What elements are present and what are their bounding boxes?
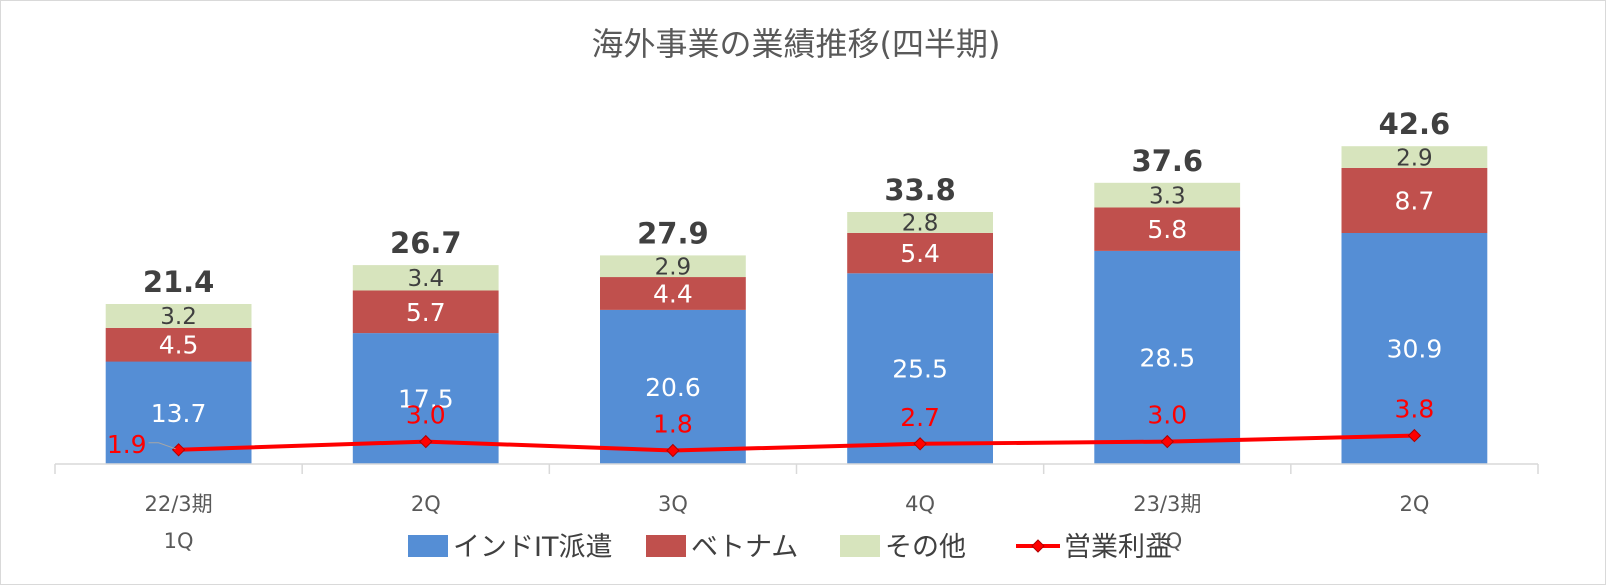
x-tick-label: 22/3期 1Q (145, 492, 213, 553)
total-value-label: 27.9 (637, 216, 709, 250)
line-value-label: 3.8 (1395, 395, 1435, 424)
data-labels-layer: 13.74.53.221.417.55.73.426.720.64.42.927… (107, 107, 1450, 459)
bar-segment-3-1 (105, 304, 252, 328)
legend-label: ベトナム (691, 532, 798, 563)
x-axis: 22/3期 1Q 2Q 3Q 4Q 23/3期 1Q 2Q (54, 463, 1539, 553)
bar-value-label: 28.5 (1139, 343, 1195, 372)
line-value-label: 1.8 (653, 410, 693, 439)
legend-item: 営業利益 (1016, 532, 1172, 563)
bar-value-label: 4.4 (653, 280, 693, 309)
line-marker (171, 443, 186, 457)
line-value-label: 3.0 (406, 401, 446, 430)
bar-value-label: 5.7 (406, 298, 446, 327)
legend: インドIT派遣 ベトナム その他 営業利益 (408, 532, 1172, 563)
line-value-label: 2.7 (900, 403, 940, 432)
x-tick-label: 3Q (658, 492, 688, 516)
legend-swatch (646, 535, 686, 557)
legend-item: その他 (840, 532, 966, 563)
total-value-label: 42.6 (1379, 107, 1451, 141)
line-marker (1407, 428, 1422, 443)
line-value-label: 3.0 (1147, 401, 1187, 430)
bar-value-label: 30.9 (1387, 335, 1443, 364)
line-value-label: 1.9 (107, 430, 147, 459)
line-marker (419, 434, 433, 449)
bar-value-label: 5.8 (1147, 215, 1187, 244)
x-tick-label: 23/3期 1Q (1133, 492, 1201, 553)
bar-segment-3-3 (600, 255, 746, 278)
bar-value-label: 8.7 (1395, 186, 1435, 215)
x-tick-label: 2Q (1399, 492, 1429, 516)
bar-value-label: 5.4 (900, 239, 940, 268)
bar-value-label: 2.8 (902, 211, 939, 237)
line-marker (913, 437, 927, 451)
chart-title: 海外事業の業績推移(四半期) (592, 25, 1001, 63)
total-value-label: 21.4 (143, 265, 215, 299)
total-value-label: 26.7 (390, 226, 462, 260)
bar-segment-2-1 (105, 327, 252, 362)
bar-segment-2-2 (352, 290, 499, 334)
bar-segment-3-4 (847, 212, 993, 233)
bar-value-label: 2.9 (655, 255, 692, 281)
x-tick-label: 4Q (905, 492, 935, 516)
total-value-label: 37.6 (1132, 144, 1204, 178)
bar-segment-2-3 (600, 277, 746, 310)
bar-value-label: 3.4 (408, 266, 445, 292)
bars-layer (105, 146, 1488, 464)
legend-swatch (840, 535, 880, 557)
line-marker (666, 443, 680, 458)
line-series (178, 433, 1415, 453)
line-layer (171, 428, 1422, 458)
bar-segment-1-6 (1341, 232, 1488, 464)
legend-label: インドIT派遣 (453, 532, 612, 563)
bar-segment-3-5 (1094, 182, 1241, 208)
bar-segment-3-6 (1341, 146, 1488, 168)
total-value-label: 33.8 (884, 173, 956, 207)
bar-value-label: 13.7 (151, 399, 207, 428)
bar-segment-2-6 (1341, 167, 1488, 233)
legend-label: その他 (885, 532, 966, 563)
bar-segment-3-2 (352, 265, 499, 291)
x-tick-label: 2Q (411, 492, 441, 516)
bar-value-label: 3.2 (160, 304, 197, 330)
bar-value-label: 4.5 (159, 331, 199, 360)
bar-value-label: 20.6 (645, 373, 701, 402)
line-marker (1160, 434, 1175, 449)
legend-label: 営業利益 (1064, 532, 1172, 563)
bar-segment-1-3 (600, 309, 746, 464)
bar-segment-2-4 (847, 232, 993, 274)
bar-value-label: 17.5 (398, 385, 454, 414)
bar-segment-1-4 (847, 273, 993, 464)
legend-item: ベトナム (646, 532, 798, 563)
bar-segment-1-5 (1094, 250, 1241, 464)
bar-segment-2-5 (1094, 207, 1241, 251)
legend-marker (1031, 539, 1045, 553)
leader-line (148, 442, 176, 450)
bar-value-label: 3.3 (1149, 183, 1186, 209)
bar-value-label: 2.9 (1396, 145, 1433, 171)
legend-item: インドIT派遣 (408, 532, 612, 563)
legend-swatch (408, 535, 448, 557)
bar-value-label: 25.5 (892, 355, 948, 384)
